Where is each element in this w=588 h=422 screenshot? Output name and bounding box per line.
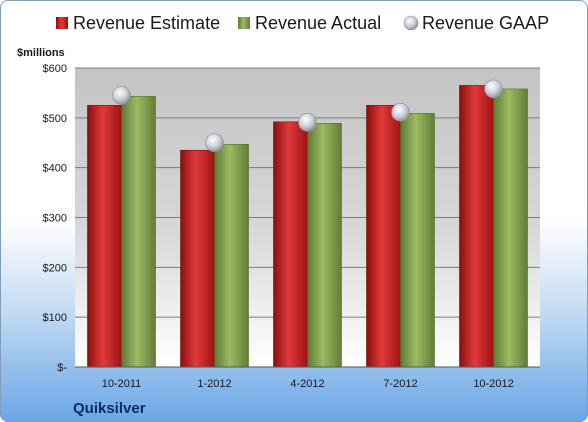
x-tick-label: 7-2012 [383,378,417,390]
y-tick-label: $200 [43,262,67,274]
legend-gaap-swatch [403,15,419,31]
legend-estimate-swatch [56,17,68,29]
legend-actual-label: Revenue Actual [255,13,381,33]
gaap-point [205,133,224,153]
x-tick-label: 10-2011 [102,378,142,390]
legend-actual: Revenue Actual [238,13,381,33]
gaap-point [484,79,503,99]
estimate-bar [459,85,494,368]
bars [87,85,528,368]
actual-bar [307,123,342,368]
x-axis: 10-2011 1-2012 4-2012 7-2012 10-2012 [75,366,540,390]
y-unit-label: $millions [17,47,65,59]
gaap-point [112,86,131,105]
x-tick-label: 4-2012 [290,378,324,390]
x-tick-label: 1-2012 [197,378,231,390]
legend-actual-swatch [238,17,250,29]
y-tick-label: $600 [43,63,67,75]
y-tick-label: $- [57,362,67,374]
legend-estimate-label: Revenue Estimate [73,13,220,33]
y-axis: $- $100 $200 $300 $400 $500 $600 [43,63,68,374]
gaap-markers [112,79,503,153]
legend: Revenue Estimate Revenue Actual Revenue GA… [56,13,549,33]
company-name: Quiksilver [73,400,146,417]
legend-estimate: Revenue Estimate [56,13,220,33]
actual-bar [214,143,249,368]
legend-gaap: Revenue GAAP [403,13,549,33]
estimate-bar [273,121,308,368]
gaap-point [298,113,317,132]
estimate-bar [366,105,401,368]
actual-bar [121,96,156,368]
gaap-point [391,103,410,122]
y-tick-label: $400 [43,163,67,175]
x-tick-label: 10-2012 [473,378,513,390]
legend-gaap-label: Revenue GAAP [422,13,549,33]
estimate-bar [87,105,122,368]
actual-bar [400,113,435,368]
y-tick-label: $100 [43,312,67,324]
y-tick-label: $300 [43,213,67,225]
estimate-bar [180,149,215,368]
y-tick-label: $500 [43,113,67,125]
actual-bar [493,88,528,368]
